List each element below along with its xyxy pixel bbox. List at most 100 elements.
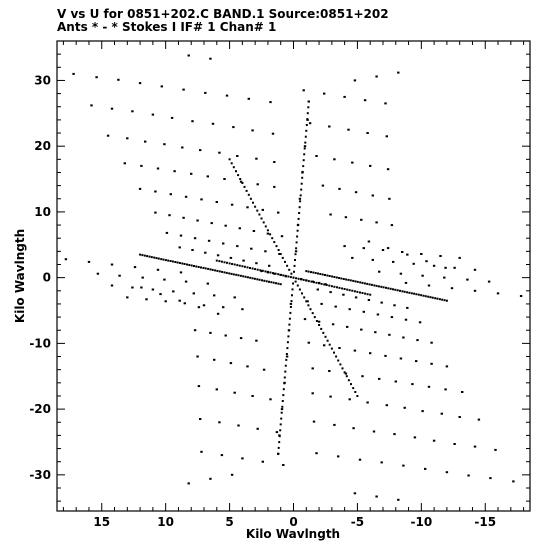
streak-point bbox=[162, 258, 165, 261]
streak-point bbox=[146, 255, 149, 258]
uv-point bbox=[277, 452, 280, 455]
uv-point bbox=[512, 480, 515, 483]
streak-point bbox=[339, 363, 342, 366]
streak-point bbox=[181, 262, 184, 265]
streak-point bbox=[293, 270, 295, 273]
streak-point bbox=[363, 282, 366, 285]
uv-point bbox=[251, 129, 254, 132]
y-tick-label: -20 bbox=[29, 402, 51, 416]
streak-point bbox=[221, 270, 224, 273]
streak-point bbox=[232, 273, 235, 276]
streak-point bbox=[318, 324, 321, 326]
streak-point bbox=[254, 268, 257, 271]
uv-point bbox=[269, 101, 272, 104]
streak-point bbox=[349, 279, 352, 282]
streak-point bbox=[340, 277, 343, 280]
y-tick-label: 30 bbox=[34, 73, 51, 87]
streak-point bbox=[195, 265, 198, 268]
uv-point bbox=[211, 122, 215, 125]
uv-point bbox=[170, 116, 174, 119]
uv-point bbox=[388, 197, 391, 200]
streak-point bbox=[326, 339, 329, 342]
streak-point bbox=[296, 284, 299, 287]
uv-point bbox=[182, 88, 185, 91]
streak-point bbox=[171, 260, 174, 263]
uv-point bbox=[453, 443, 456, 445]
streak-point bbox=[350, 383, 352, 386]
streak-point bbox=[143, 254, 146, 257]
uv-point bbox=[284, 275, 287, 278]
streak-point bbox=[268, 280, 270, 283]
uv-point bbox=[343, 95, 346, 98]
streak-point bbox=[193, 265, 195, 267]
uv-point bbox=[397, 71, 400, 74]
uv-point bbox=[494, 448, 497, 451]
uv-point bbox=[467, 474, 470, 477]
uv-point bbox=[229, 256, 233, 259]
uv-point bbox=[247, 97, 250, 100]
streak-point bbox=[178, 262, 181, 264]
uv-point bbox=[154, 190, 157, 193]
streak-point bbox=[345, 278, 348, 281]
streak-point bbox=[289, 311, 292, 314]
streak-point bbox=[295, 241, 298, 244]
x-tick-label: -10 bbox=[410, 515, 432, 529]
streak-point bbox=[431, 296, 434, 299]
y-tick-label: 0 bbox=[43, 271, 51, 285]
uv-point bbox=[207, 239, 211, 242]
uv-point bbox=[346, 325, 349, 328]
streak-point bbox=[233, 263, 236, 266]
uv-point bbox=[126, 137, 129, 140]
streak-point bbox=[291, 294, 293, 297]
uv-point bbox=[278, 253, 281, 255]
streak-point bbox=[415, 293, 418, 296]
uv-point bbox=[354, 296, 358, 299]
streak-point bbox=[273, 241, 276, 244]
streak-point bbox=[157, 257, 160, 260]
uv-point bbox=[131, 286, 134, 289]
uv-point bbox=[487, 280, 491, 283]
uv-point bbox=[184, 195, 188, 198]
streak-point bbox=[342, 278, 345, 280]
streak-point bbox=[263, 279, 266, 282]
uv-point bbox=[306, 118, 309, 121]
uv-point bbox=[344, 216, 348, 219]
uv-point bbox=[315, 452, 318, 455]
x-axis-ticks: 15 10 5 0 -5 -10 -15 bbox=[62, 41, 525, 529]
streak-point bbox=[289, 276, 292, 279]
uv-point bbox=[206, 282, 209, 285]
streak-point bbox=[434, 297, 437, 300]
uv-point bbox=[466, 278, 469, 281]
uv-point bbox=[385, 404, 388, 407]
streak-point bbox=[307, 304, 310, 307]
uv-point bbox=[353, 349, 357, 352]
streak-point bbox=[228, 272, 231, 275]
uv-point bbox=[378, 377, 381, 380]
streak-point bbox=[356, 395, 359, 397]
uv-point bbox=[215, 201, 218, 203]
uv-point bbox=[367, 240, 371, 243]
uv-point bbox=[87, 260, 91, 263]
uv-point bbox=[404, 318, 408, 321]
uv-point bbox=[427, 385, 431, 388]
streak-point bbox=[275, 245, 278, 248]
uv-point bbox=[232, 126, 235, 129]
uv-point bbox=[385, 135, 388, 138]
streak-point bbox=[323, 283, 326, 286]
x-tick-label: 10 bbox=[157, 515, 174, 529]
streak-point bbox=[292, 276, 295, 279]
streak-point bbox=[361, 281, 364, 284]
uv-point bbox=[302, 89, 305, 92]
streak-point bbox=[226, 261, 228, 264]
uv-point bbox=[371, 194, 374, 197]
uv-point bbox=[303, 145, 307, 148]
streak-point bbox=[306, 112, 309, 115]
streak-point bbox=[335, 276, 338, 279]
streak-point bbox=[294, 253, 297, 256]
streak-point bbox=[366, 293, 369, 296]
streak-point bbox=[207, 267, 210, 270]
streak-point bbox=[287, 335, 290, 338]
streak-point bbox=[281, 405, 284, 408]
uv-point bbox=[443, 276, 446, 279]
streak-point bbox=[164, 259, 167, 262]
